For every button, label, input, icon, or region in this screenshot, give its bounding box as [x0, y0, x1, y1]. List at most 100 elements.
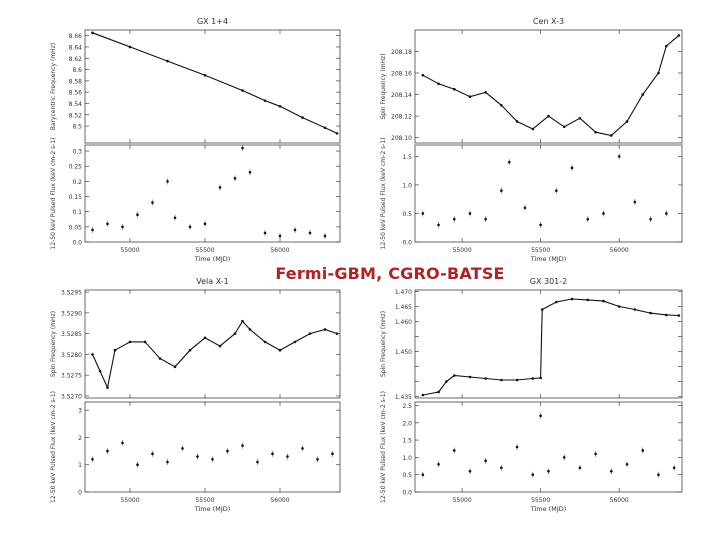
data-point — [570, 297, 574, 301]
y-tick-label: 0 — [78, 490, 82, 497]
data-point — [278, 104, 282, 108]
panel-frame-top — [414, 29, 683, 144]
data-point — [293, 340, 297, 344]
y-axis-label: 12-50 keV Pulsed Flux (keV cm-2 s-1) — [380, 391, 387, 503]
data-point — [248, 328, 252, 331]
data-point — [335, 132, 339, 135]
data-point — [218, 186, 222, 189]
panel-frame-top — [84, 289, 341, 399]
data-point — [531, 473, 535, 476]
data-point — [421, 212, 425, 215]
series-line — [91, 320, 338, 390]
y-tick-label: 1.0 — [402, 182, 412, 189]
data-point — [166, 180, 169, 183]
data-point — [316, 457, 319, 461]
data-point — [98, 369, 102, 373]
y-tick-label: 3.5285 — [61, 331, 82, 338]
y-tick-label: 208.12 — [391, 114, 412, 121]
data-point — [500, 104, 503, 107]
y-axis-label: Spin Frequency (mHz) — [380, 53, 387, 119]
data-point — [657, 473, 660, 476]
data-point — [500, 378, 503, 382]
data-point — [539, 376, 542, 380]
data-point — [151, 201, 154, 204]
data-point — [641, 449, 645, 452]
data-point — [151, 452, 154, 456]
chart-title: GX 301-2 — [530, 277, 567, 286]
data-point — [91, 457, 94, 461]
data-point — [531, 127, 535, 131]
y-tick-label: 0.5 — [402, 472, 412, 479]
data-point — [570, 166, 574, 170]
y-tick-label: 3.5275 — [61, 373, 82, 380]
data-point — [91, 228, 94, 232]
y-tick-label: 0.3 — [72, 149, 82, 156]
data-point — [437, 390, 440, 394]
data-point — [437, 223, 440, 227]
data-point — [586, 298, 590, 302]
data-point — [293, 228, 297, 232]
y-axis-label: 12-50 keV Pulsed Flux (keV cm-2 s-1) — [50, 391, 57, 503]
y-tick-label: 2.0 — [402, 420, 412, 427]
data-point — [331, 452, 334, 456]
y-tick-label: 8.62 — [69, 56, 83, 63]
data-point — [203, 73, 207, 77]
data-point — [617, 155, 621, 158]
data-point — [657, 71, 660, 75]
data-point — [263, 340, 267, 344]
y-tick-label: 3.5280 — [61, 352, 82, 359]
y-tick-label: 2 — [78, 435, 82, 442]
x-tick-label: 55500 — [195, 497, 214, 504]
y-tick-label: 208.10 — [391, 135, 412, 142]
data-point — [594, 130, 597, 134]
x-axis-label: Time (MJD) — [194, 505, 231, 513]
data-point — [484, 217, 487, 221]
data-point — [203, 222, 207, 226]
data-point — [248, 170, 252, 174]
data-point — [641, 93, 645, 96]
data-point — [468, 212, 472, 215]
y-tick-label: 8.66 — [69, 33, 83, 40]
x-tick-label: 56000 — [610, 497, 629, 504]
data-point — [203, 336, 207, 340]
y-tick-label: 208.18 — [391, 49, 412, 56]
y-tick-label: 0.0 — [72, 240, 82, 247]
data-point — [468, 469, 472, 473]
data-point — [452, 87, 456, 91]
data-point — [507, 160, 511, 164]
data-point — [271, 452, 274, 456]
data-point — [539, 414, 542, 418]
data-point — [308, 231, 312, 235]
data-point — [664, 313, 668, 317]
data-point — [323, 126, 327, 130]
data-point — [445, 380, 448, 383]
data-point — [562, 456, 566, 459]
y-tick-label: 3.5295 — [61, 290, 82, 297]
x-tick-label: 55500 — [531, 497, 550, 504]
data-point — [106, 386, 109, 389]
data-point — [241, 146, 244, 150]
y-tick-label: 0.25 — [69, 164, 83, 171]
data-point — [173, 365, 177, 369]
data-point — [121, 441, 124, 445]
overlay-title: Fermi-GBM, CGRO-BATSE — [272, 261, 508, 287]
y-tick-label: 0.1 — [72, 209, 82, 216]
data-point — [196, 455, 199, 458]
data-point — [677, 34, 681, 37]
data-point — [610, 469, 613, 473]
y-tick-label: 0.0 — [402, 240, 412, 247]
data-point — [91, 31, 94, 35]
x-tick-label: 55500 — [195, 247, 214, 254]
y-tick-label: 8.58 — [69, 78, 83, 85]
data-point — [323, 234, 327, 238]
data-point — [515, 378, 519, 382]
data-point — [664, 44, 668, 48]
data-point — [106, 222, 109, 226]
panel-frame-bottom — [84, 144, 341, 243]
data-point — [562, 125, 566, 129]
data-point — [421, 473, 425, 476]
x-tick-label: 55000 — [120, 247, 139, 254]
data-point — [484, 377, 487, 380]
y-axis-label: Barycentric Frequency (mHz) — [50, 43, 57, 130]
y-tick-label: 8.52 — [69, 112, 83, 119]
